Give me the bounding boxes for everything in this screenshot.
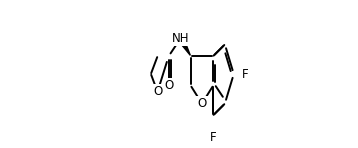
Text: F: F <box>210 131 216 144</box>
Text: NH: NH <box>172 32 189 45</box>
Text: O: O <box>164 79 173 92</box>
Text: O: O <box>197 97 207 110</box>
Text: O: O <box>153 85 162 98</box>
Polygon shape <box>180 40 190 55</box>
Text: F: F <box>242 67 249 81</box>
